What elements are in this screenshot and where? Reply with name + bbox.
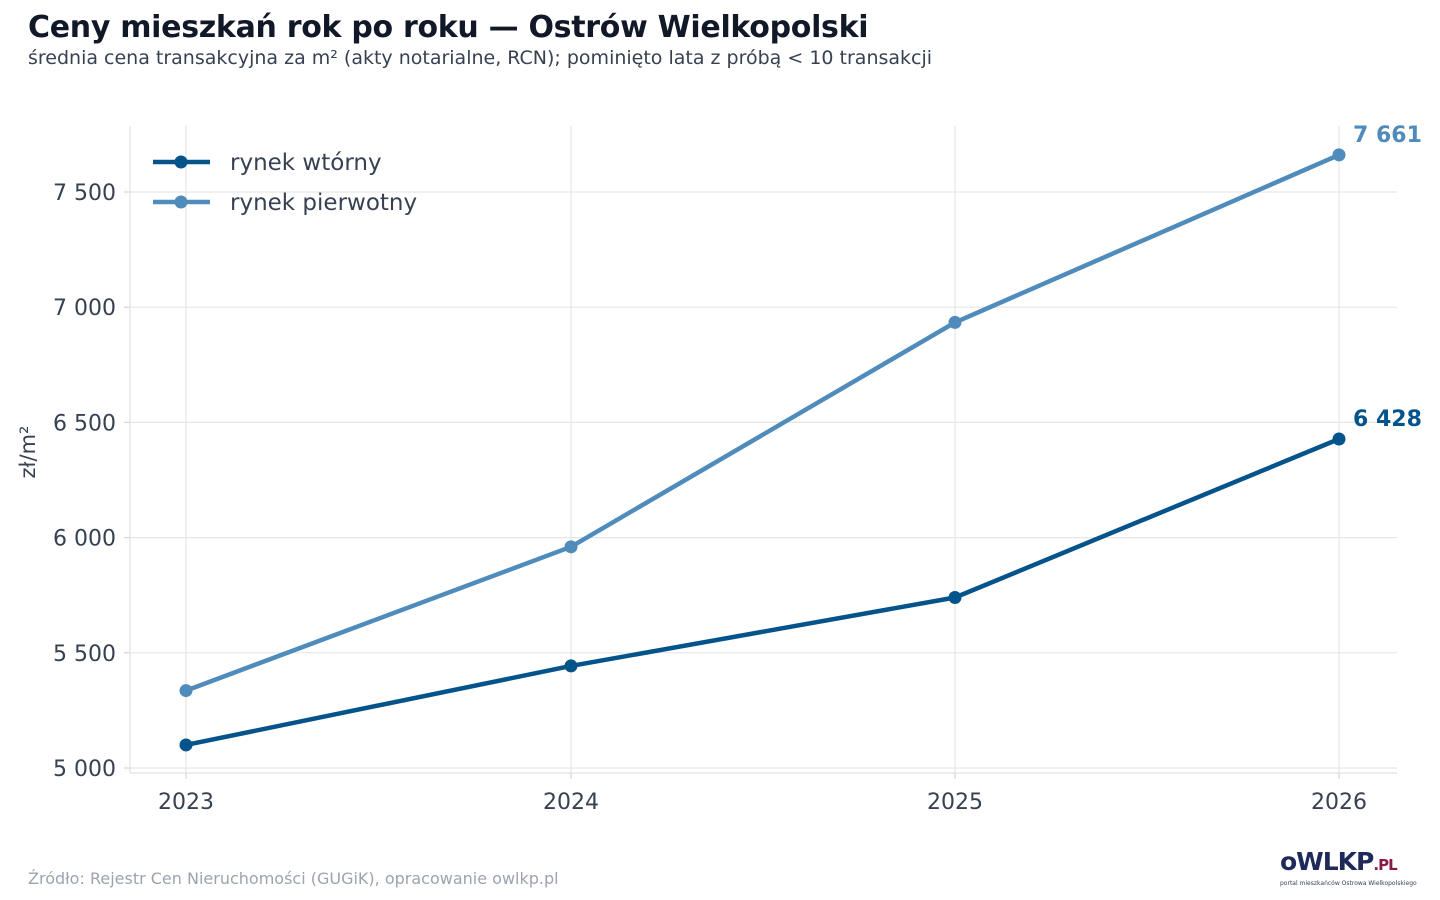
data-point — [1332, 432, 1346, 446]
legend-swatch-marker — [174, 195, 188, 209]
legend-swatch-marker — [174, 155, 188, 169]
x-tick-label: 2025 — [927, 790, 983, 815]
logo-wordmark: oWLKP.PL — [1280, 848, 1412, 879]
data-point — [179, 738, 193, 752]
source-note: Źródło: Rejestr Cen Nieruchomości (GUGiK… — [28, 869, 559, 888]
chart-subtitle: średnia cena transakcyjna za m² (akty no… — [28, 47, 933, 69]
logo-wordmark-main: oWLKP — [1280, 847, 1374, 876]
data-point — [179, 684, 193, 698]
x-tick-label: 2023 — [158, 790, 214, 815]
chart-title: Ceny mieszkań rok po roku — Ostrów Wielk… — [28, 10, 869, 45]
legend-label: rynek wtórny — [230, 150, 382, 176]
x-tick-label: 2026 — [1311, 790, 1367, 815]
brand-logo: oWLKP.PL portal mieszkańców Ostrowa Wiel… — [1280, 848, 1417, 888]
y-tick-label: 5 000 — [53, 757, 116, 782]
series-line-0 — [183, 436, 1342, 748]
y-tick-label: 7 000 — [53, 296, 116, 321]
logo-wordmark-domain: .PL — [1373, 856, 1397, 874]
legend-label: rynek pierwotny — [230, 190, 417, 216]
data-point — [948, 591, 962, 605]
y-tick-label: 7 500 — [53, 181, 116, 206]
data-point — [1332, 148, 1346, 162]
end-value-label: 6 428 — [1353, 407, 1422, 432]
y-tick-label: 5 500 — [53, 642, 116, 667]
data-point — [948, 315, 962, 329]
data-point — [564, 659, 578, 673]
series-line-1 — [183, 152, 1342, 693]
data-point — [564, 540, 578, 554]
logo-tagline: portal mieszkańców Ostrowa Wielkopolskie… — [1280, 880, 1417, 887]
y-tick-label: 6 000 — [53, 527, 116, 552]
end-value-label: 7 661 — [1353, 123, 1422, 148]
x-tick-label: 2024 — [543, 790, 599, 815]
y-axis-label: zł/m² — [16, 426, 40, 479]
y-tick-label: 6 500 — [53, 411, 116, 436]
